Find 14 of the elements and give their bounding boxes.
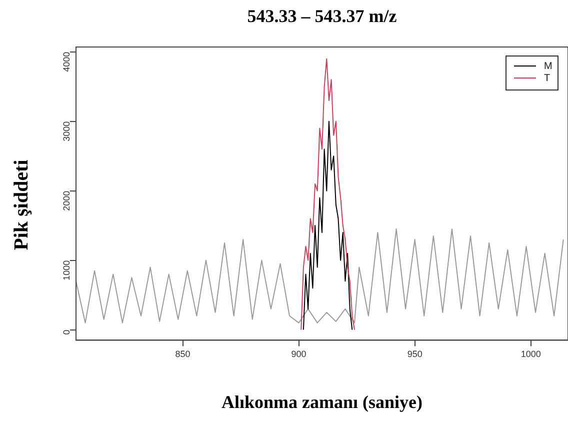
y-tick-label: 0 — [61, 330, 72, 335]
legend-label: T — [544, 72, 550, 84]
y-tick-label: 2000 — [61, 190, 72, 211]
chart-title: 543.33 – 543.37 m/z — [246, 6, 398, 27]
x-tick-label: 900 — [291, 349, 306, 360]
x-tick-label: 850 — [175, 349, 190, 360]
y-tick-label: 4000 — [61, 52, 72, 72]
y-tick-label: 3000 — [61, 121, 72, 142]
legend-label: M — [544, 60, 552, 72]
x-tick-label: 1000 — [520, 349, 541, 360]
x-axis-title: Alıkonma zamanı (saniye) — [220, 392, 424, 413]
y-tick-label: 1000 — [61, 260, 72, 280]
x-tick-label: 950 — [407, 349, 422, 360]
y-axis-title: Pik şiddeti — [10, 160, 34, 250]
